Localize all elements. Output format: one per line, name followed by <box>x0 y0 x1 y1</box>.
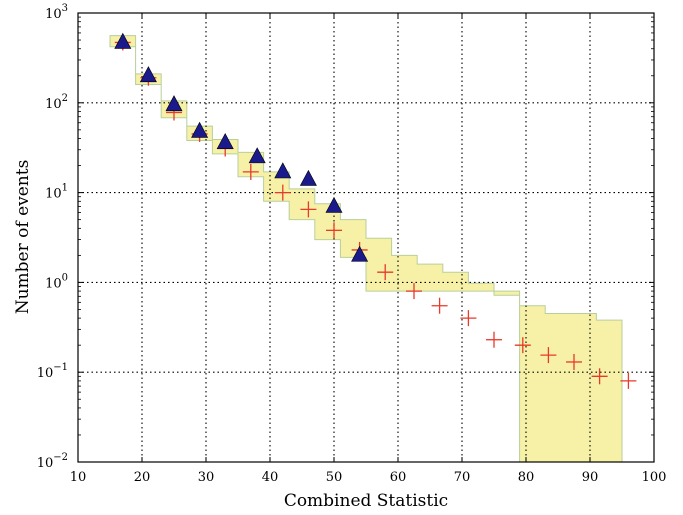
x-tick-label: 20 <box>134 470 151 485</box>
plus-marker <box>377 264 394 281</box>
triangle-marker <box>248 147 266 164</box>
plus-marker <box>460 310 477 327</box>
plus-marker <box>274 184 291 201</box>
plus-marker <box>300 201 317 218</box>
x-axis-title: Combined Statistic <box>284 491 448 511</box>
x-tick-label: 10 <box>70 470 87 485</box>
y-axis-title: Number of events <box>13 160 33 315</box>
triangle-marker <box>139 66 157 83</box>
triangle-marker <box>325 196 343 213</box>
plus-marker <box>326 222 342 239</box>
triangle-marker-series <box>114 32 369 262</box>
y-tick-label: 101 <box>45 183 68 202</box>
plus-marker <box>620 372 637 389</box>
y-tick-label: 10−2 <box>37 452 68 471</box>
triangle-marker <box>114 32 132 49</box>
axis-ticks: 10 20 30 40 50 60 70 80 90 100 10−2 10−1 100 101 102 10… <box>37 3 667 485</box>
plus-marker <box>406 283 422 300</box>
y-tick-label: 100 <box>45 272 68 291</box>
x-tick-label: 30 <box>198 470 215 485</box>
x-tick-label: 50 <box>326 470 343 485</box>
plus-marker <box>591 368 608 385</box>
plus-marker <box>566 353 582 370</box>
plus-marker <box>540 347 557 364</box>
x-tick-label: 70 <box>454 470 471 485</box>
plot-frame <box>77 12 655 463</box>
x-tick-label: 90 <box>582 470 599 485</box>
triangle-marker <box>274 162 292 179</box>
x-tick-label: 40 <box>262 470 279 485</box>
x-tick-label: 80 <box>518 470 535 485</box>
grid <box>78 13 654 462</box>
triangle-marker <box>165 95 183 112</box>
plus-marker <box>514 337 531 354</box>
y-tick-label: 10−1 <box>37 362 68 381</box>
uncertainty-band <box>109 35 623 462</box>
plus-marker <box>242 163 259 180</box>
plus-marker <box>486 331 502 348</box>
triangle-marker <box>299 169 317 186</box>
x-tick-label: 100 <box>642 470 667 485</box>
triangle-marker <box>191 121 209 138</box>
band-area <box>109 35 623 462</box>
triangle-marker <box>216 133 234 149</box>
plus-marker <box>431 297 448 314</box>
x-tick-label: 60 <box>390 470 407 485</box>
y-tick-label: 102 <box>45 93 68 112</box>
triangle-marker <box>351 245 369 262</box>
y-tick-label: 103 <box>45 3 68 22</box>
